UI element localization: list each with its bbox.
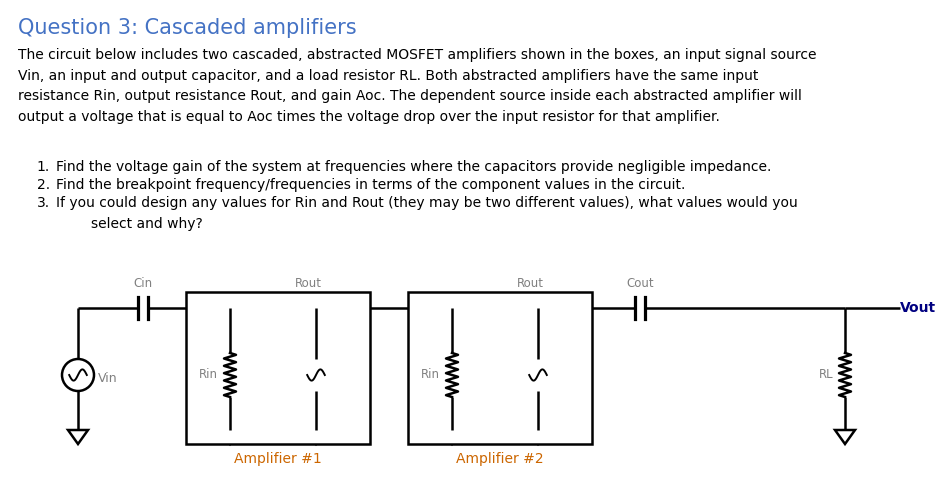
Text: 3.: 3. [37,196,50,210]
Text: If you could design any values for Rin and Rout (they may be two different value: If you could design any values for Rin a… [56,196,798,231]
Text: RL: RL [818,369,833,382]
Text: Amplifier #1: Amplifier #1 [234,452,322,466]
Bar [186,292,370,444]
Text: 1.: 1. [37,160,50,174]
Text: The circuit below includes two cascaded, abstracted MOSFET amplifiers shown in t: The circuit below includes two cascaded,… [18,48,816,124]
Text: Vin: Vin [98,372,118,384]
Text: Question 3: Cascaded amplifiers: Question 3: Cascaded amplifiers [18,18,356,38]
Text: Cout: Cout [626,277,654,290]
Text: Amplifier #2: Amplifier #2 [456,452,543,466]
Text: Rin: Rin [199,369,218,382]
Text: Find the breakpoint frequency/frequencies in terms of the component values in th: Find the breakpoint frequency/frequencie… [56,178,685,192]
Text: Cin: Cin [133,277,153,290]
Text: Vout: Vout [900,301,936,315]
Bar [408,292,592,444]
Text: Rin: Rin [421,369,440,382]
Text: Rout: Rout [294,277,321,290]
Text: Rout: Rout [517,277,543,290]
Text: Find the voltage gain of the system at frequencies where the capacitors provide : Find the voltage gain of the system at f… [56,160,771,174]
Text: 2.: 2. [37,178,50,192]
